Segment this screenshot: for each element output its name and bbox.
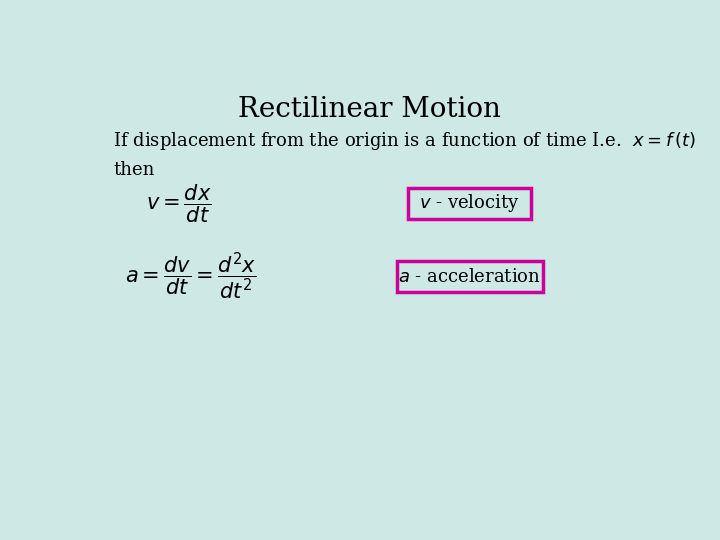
Text: $v = \dfrac{dx}{dt}$: $v = \dfrac{dx}{dt}$ xyxy=(146,182,212,225)
Text: then: then xyxy=(113,161,155,179)
Text: Rectilinear Motion: Rectilinear Motion xyxy=(238,96,500,123)
Text: $a$ - acceleration: $a$ - acceleration xyxy=(398,267,541,286)
Text: If displacement from the origin is a function of time I.e.  $x = f\,(t)$: If displacement from the origin is a fun… xyxy=(113,130,696,152)
Text: $v$ - velocity: $v$ - velocity xyxy=(419,192,520,214)
FancyBboxPatch shape xyxy=(408,188,531,219)
FancyBboxPatch shape xyxy=(397,261,543,292)
Text: $a = \dfrac{dv}{dt} = \dfrac{d^2x}{dt^2}$: $a = \dfrac{dv}{dt} = \dfrac{d^2x}{dt^2}… xyxy=(125,251,256,302)
